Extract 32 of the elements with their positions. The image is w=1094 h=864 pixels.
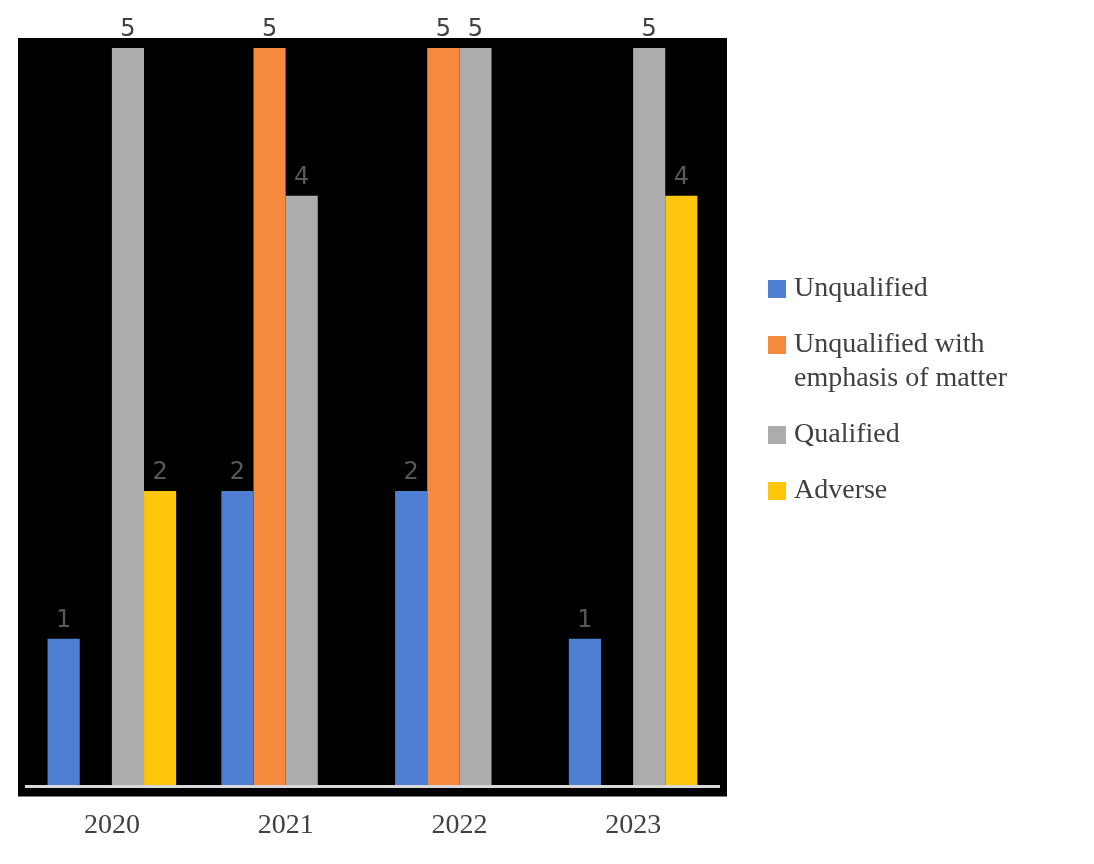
bar	[568, 638, 601, 787]
legend-label: Unqualified with emphasis of matter	[794, 326, 1009, 394]
data-label: 5	[435, 14, 451, 43]
bar	[427, 48, 460, 787]
data-label: 2	[152, 457, 168, 486]
data-label: 1	[56, 604, 72, 633]
bar	[285, 195, 318, 787]
legend-label: Qualified	[794, 416, 900, 450]
data-label: 2	[229, 457, 246, 486]
x-tick-label: 2023	[605, 807, 662, 839]
data-label: 5	[467, 14, 484, 43]
legend-label: Adverse	[794, 472, 888, 506]
bar	[633, 48, 666, 787]
x-tick-label: 2021	[257, 807, 314, 839]
data-label: 5	[120, 14, 136, 43]
data-label: 4	[294, 161, 310, 190]
data-label: 1	[577, 604, 593, 633]
bar	[111, 48, 145, 787]
data-label: 5	[641, 14, 657, 43]
data-label: 4	[673, 161, 689, 190]
x-tick-label: 2022	[431, 807, 488, 839]
bar	[47, 638, 80, 787]
bar	[459, 48, 492, 787]
data-label: 5	[261, 14, 278, 43]
bar	[144, 491, 177, 787]
legend-label: Unqualified	[794, 270, 928, 304]
x-tick-label: 2020	[83, 807, 140, 839]
bar	[395, 491, 428, 787]
data-label: 2	[403, 457, 419, 486]
bar	[221, 491, 254, 787]
bar	[253, 48, 286, 787]
bar	[665, 195, 698, 787]
